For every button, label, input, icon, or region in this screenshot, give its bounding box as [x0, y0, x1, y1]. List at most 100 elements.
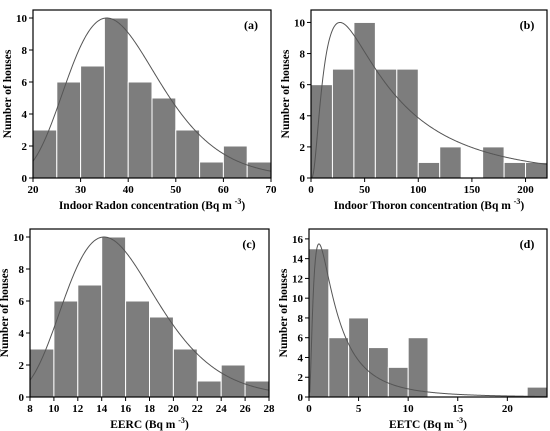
histogram-bar — [149, 316, 174, 398]
plot-frame — [308, 228, 548, 398]
x-tick-label: 20 — [168, 403, 180, 415]
y-tick-label: 10 — [16, 13, 28, 25]
histogram-bar — [29, 348, 55, 398]
x-tick-label: 20 — [28, 184, 40, 196]
y-tick-label: 4 — [300, 111, 306, 123]
x-tick-label: 0 — [308, 184, 314, 196]
x-tick-label: 24 — [216, 403, 228, 415]
panel-4: 0 5 10 15 20 0 2 4 6 8 10 12 14 16 EETC (Bq m -3) Numbe… — [278, 228, 548, 431]
y-axis-label: Number of houses — [0, 268, 11, 357]
plot-frame — [32, 9, 272, 179]
x-tick-label: 5 — [356, 403, 362, 415]
histogram-bar — [368, 347, 389, 398]
y-tick-label: 2 — [298, 372, 304, 384]
histogram-bar — [246, 161, 272, 179]
histogram-bar — [80, 65, 105, 179]
x-tick-label: 22 — [192, 403, 204, 415]
y-tick-label: 4 — [298, 352, 304, 364]
histogram-bar — [244, 380, 270, 398]
x-tick-label: 15 — [452, 403, 464, 415]
y-tick-label: 4 — [19, 328, 25, 340]
x-tick-label: 28 — [264, 403, 276, 415]
x-tick-label: 70 — [266, 184, 278, 196]
x-tick-label: 18 — [144, 403, 156, 415]
fit-curve — [309, 243, 548, 397]
x-tick-label: 0 — [306, 403, 312, 415]
y-tick-label: 8 — [298, 313, 304, 325]
histogram-bar — [53, 300, 79, 398]
histogram-bar — [503, 161, 527, 179]
histogram-bar — [417, 161, 441, 179]
y-tick-label: 2 — [22, 141, 28, 153]
histogram-bar — [407, 337, 429, 398]
x-axis-label: EERC (Bq m -3) — [110, 416, 189, 431]
x-axis-label: Indoor Radon concentration (Bq m -3) — [59, 197, 246, 212]
histogram-bar — [374, 68, 398, 179]
fit-curve — [29, 236, 270, 391]
y-tick-label: 10 — [13, 232, 25, 244]
x-axis-label: Indoor Thoron concentration (Bq m -3) — [334, 197, 525, 212]
x-tick-label: 26 — [240, 403, 252, 415]
x-tick-label: 40 — [123, 184, 135, 196]
x-tick-label: 12 — [72, 403, 84, 415]
y-tick-label: 10 — [294, 17, 306, 29]
panel-tag: (c) — [242, 237, 255, 251]
histogram-bar — [77, 284, 103, 398]
panel-tag: (d) — [520, 237, 535, 251]
x-tick-label: 200 — [517, 184, 534, 196]
y-tick-label: 6 — [19, 296, 25, 308]
y-tick-label: 12 — [292, 273, 304, 285]
panel-tag: (a) — [244, 18, 258, 32]
y-tick-label: 0 — [22, 173, 28, 185]
y-axis-label: Number of houses — [278, 268, 290, 357]
y-tick-label: 16 — [292, 234, 304, 246]
x-tick-label: 16 — [120, 403, 132, 415]
histogram-bar — [439, 146, 462, 179]
histogram-bar — [353, 21, 376, 179]
panel-2: 0 50 100 150 200 0 2 4 6 8 10 Indoor Thoron concent… — [280, 9, 548, 212]
y-tick-label: 0 — [19, 392, 25, 404]
histogram-bar — [56, 81, 82, 179]
x-tick-label: 100 — [410, 184, 427, 196]
x-tick-label: 50 — [359, 184, 371, 196]
y-tick-label: 0 — [298, 392, 304, 404]
y-tick-label: 0 — [300, 173, 306, 185]
histogram-bar — [328, 337, 350, 398]
histogram-bar — [151, 97, 177, 179]
y-tick-label: 4 — [22, 109, 28, 121]
histogram-bar — [32, 129, 58, 179]
x-tick-label: 20 — [502, 403, 514, 415]
histogram-bar — [101, 236, 127, 398]
histogram-bar — [396, 68, 419, 179]
x-tick-label: 10 — [48, 403, 60, 415]
y-axis-label: Number of houses — [2, 49, 14, 138]
histogram-bar — [331, 68, 355, 179]
y-tick-label: 8 — [22, 45, 28, 57]
y-tick-label: 14 — [292, 254, 304, 266]
histogram-bar — [220, 364, 246, 398]
y-tick-label: 2 — [300, 142, 306, 154]
histogram-bar — [387, 366, 409, 398]
y-tick-label: 8 — [19, 264, 25, 276]
histogram-bar — [525, 161, 548, 179]
panel-tag: (b) — [520, 18, 535, 32]
y-tick-label: 10 — [292, 293, 304, 305]
x-tick-label: 50 — [170, 184, 182, 196]
histogram-bar — [196, 380, 222, 398]
histogram-bar — [172, 348, 198, 398]
x-tick-label: 14 — [96, 403, 108, 415]
x-tick-label: 30 — [75, 184, 87, 196]
histogram-bar — [222, 145, 248, 179]
y-tick-label: 6 — [298, 333, 304, 345]
histogram-bar — [348, 317, 369, 398]
panel-1: 20 30 40 50 60 70 0 2 4 6 8 10 Indoor Radon concentr… — [2, 9, 278, 212]
histogram-bar — [103, 17, 129, 179]
histogram-bar — [127, 81, 153, 179]
x-tick-label: 10 — [403, 403, 415, 415]
x-tick-label: 60 — [218, 184, 230, 196]
histogram-bar — [125, 300, 150, 398]
y-tick-label: 6 — [300, 80, 306, 92]
histogram-bar — [526, 386, 548, 398]
y-tick-label: 8 — [300, 49, 306, 61]
